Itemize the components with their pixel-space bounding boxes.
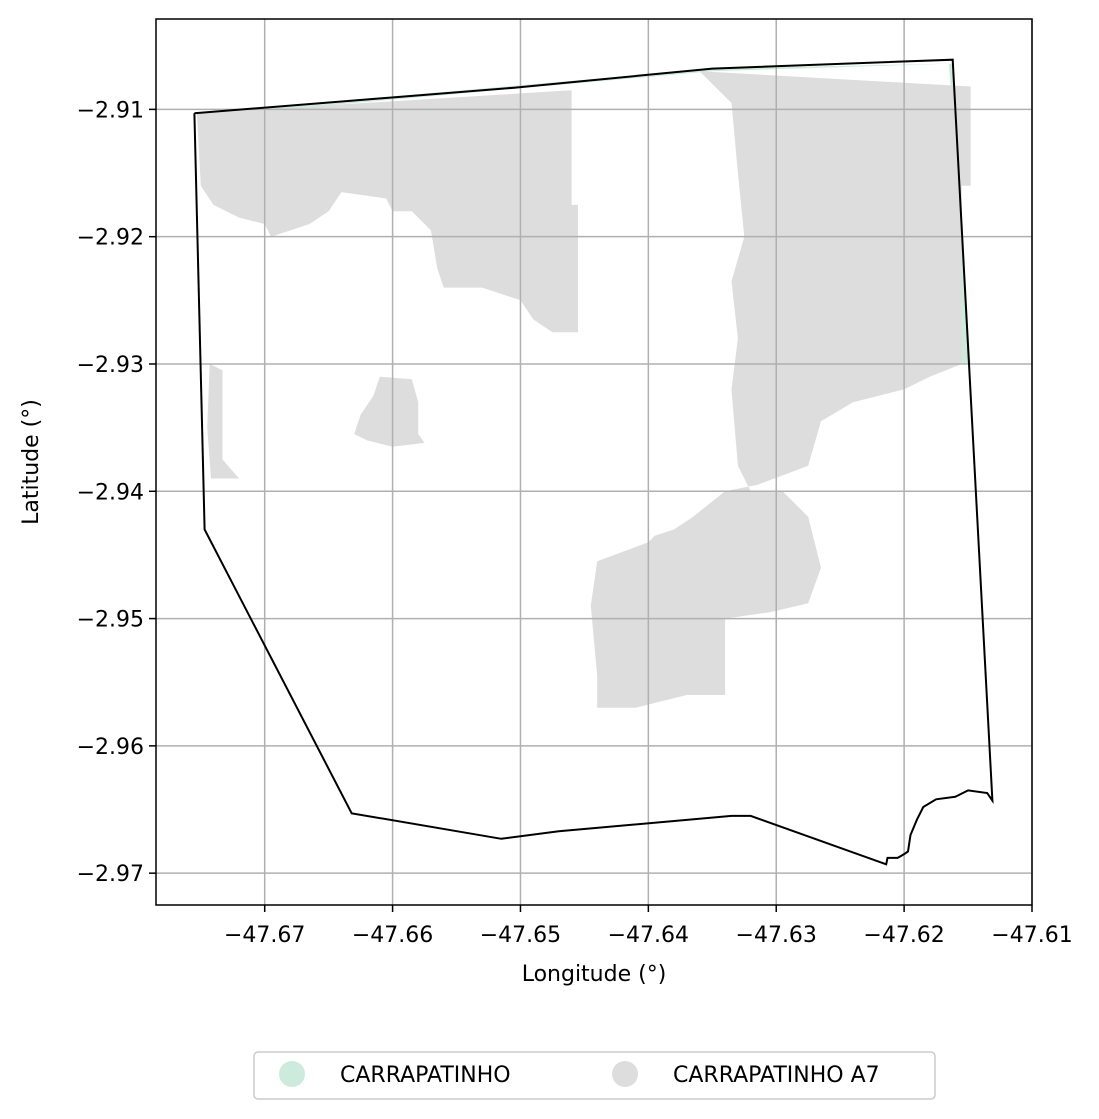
x-tick-label-5: −47.62 bbox=[863, 923, 944, 948]
region-carrapatinho-a7-2 bbox=[590, 71, 971, 708]
y-tick-label-3: −2.94 bbox=[77, 480, 144, 505]
plot-area bbox=[155, 18, 1033, 906]
plot-frame bbox=[155, 18, 1033, 906]
y-tick-label-4: −2.95 bbox=[77, 608, 144, 633]
legend-box bbox=[253, 1051, 936, 1100]
region-carrapatinho-a7-4 bbox=[207, 364, 240, 479]
x-tick-label-0: −47.67 bbox=[224, 923, 305, 948]
legend: CARRAPATINHO CARRAPATINHO A7 bbox=[253, 1051, 936, 1100]
legend-swatch-0 bbox=[279, 1061, 305, 1087]
x-tick-label-4: −47.63 bbox=[736, 923, 817, 948]
y-axis-ticks: −2.91 −2.92 −2.93 −2.94 −2.95 −2.96 −2.97 bbox=[77, 98, 156, 887]
y-tick-label-2: −2.93 bbox=[77, 353, 144, 378]
legend-swatch-1 bbox=[612, 1061, 638, 1087]
regions-layer bbox=[196, 63, 971, 708]
x-tick-label-3: −47.64 bbox=[608, 923, 689, 948]
x-tick-label-2: −47.65 bbox=[480, 923, 561, 948]
legend-label-0: CARRAPATINHO bbox=[340, 1063, 511, 1088]
x-tick-label-1: −47.66 bbox=[352, 923, 433, 948]
y-axis-label: Latitude (°) bbox=[19, 399, 44, 525]
region-carrapatinho-a7-3 bbox=[354, 376, 425, 447]
y-tick-label-1: −2.92 bbox=[77, 226, 144, 251]
legend-items: CARRAPATINHO CARRAPATINHO A7 bbox=[279, 1061, 880, 1088]
x-axis-label: Longitude (°) bbox=[522, 962, 667, 987]
region-carrapatinho-a7-1 bbox=[196, 90, 578, 333]
y-tick-label-5: −2.96 bbox=[77, 735, 144, 760]
y-tick-label-0: −2.91 bbox=[77, 98, 144, 123]
x-tick-label-6: −47.61 bbox=[991, 923, 1072, 948]
boundary-outline bbox=[193, 58, 994, 866]
y-tick-label-6: −2.97 bbox=[77, 862, 144, 887]
x-axis-ticks: −47.67 −47.66 −47.65 −47.64 −47.63 −47.62 −47.… bbox=[224, 905, 1073, 948]
legend-label-1: CARRAPATINHO A7 bbox=[673, 1063, 880, 1088]
